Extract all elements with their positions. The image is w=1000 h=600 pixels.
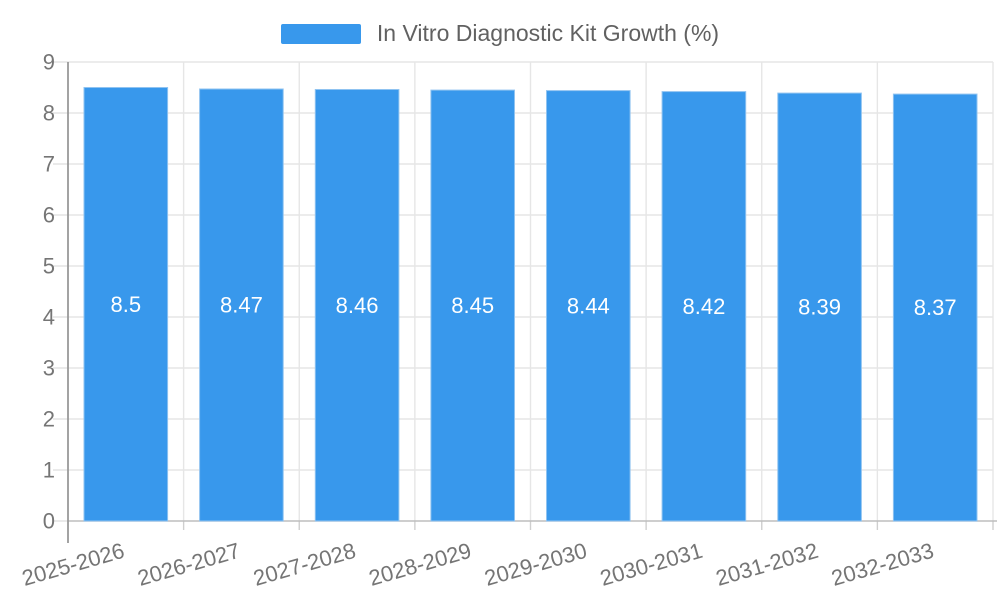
bar-value-label: 8.46 (336, 293, 379, 318)
bar[interactable] (430, 89, 515, 522)
bar[interactable] (661, 91, 747, 522)
y-axis-tick-label: 2 (43, 407, 55, 432)
bar[interactable] (314, 89, 400, 522)
y-axis-tick-label: 9 (43, 50, 55, 75)
y-axis-tick-label: 0 (43, 509, 55, 534)
chart-legend[interactable]: In Vitro Diagnostic Kit Growth (%) (0, 20, 1000, 48)
legend-label: In Vitro Diagnostic Kit Growth (%) (376, 20, 720, 46)
bar[interactable] (83, 87, 169, 522)
x-axis-tick-label: 2030-2031 (597, 538, 705, 591)
legend-swatch (280, 23, 361, 44)
bar[interactable] (892, 93, 978, 522)
bar-value-label: 8.47 (220, 293, 263, 318)
y-axis-tick-label: 3 (43, 356, 55, 381)
bar-value-label: 8.39 (798, 295, 841, 320)
bar-value-label: 8.44 (567, 293, 610, 318)
x-axis-tick-label: 2025-2026 (19, 538, 127, 591)
bar-value-label: 8.37 (914, 295, 957, 320)
y-axis-tick-label: 5 (43, 254, 55, 279)
x-axis-tick-label: 2027-2028 (250, 538, 358, 591)
y-axis-tick-label: 1 (43, 458, 55, 483)
y-axis-tick-label: 8 (43, 101, 55, 126)
x-axis-tick-label: 2028-2029 (366, 538, 474, 591)
bar[interactable] (777, 92, 862, 522)
bar[interactable] (546, 90, 631, 522)
y-axis-tick-label: 7 (43, 152, 55, 177)
y-axis-tick-label: 6 (43, 203, 55, 228)
bar[interactable] (199, 88, 284, 522)
bar-value-label: 8.45 (451, 293, 494, 318)
x-axis-tick-label: 2026-2027 (135, 538, 243, 591)
x-axis-tick-label: 2029-2030 (482, 538, 590, 591)
bar-value-label: 8.5 (111, 292, 142, 317)
y-axis-tick-label: 4 (43, 305, 55, 330)
x-axis-tick-label: 2031-2032 (713, 538, 821, 591)
x-axis-tick-label: 2032-2033 (829, 538, 937, 591)
bar-value-label: 8.42 (682, 294, 725, 319)
